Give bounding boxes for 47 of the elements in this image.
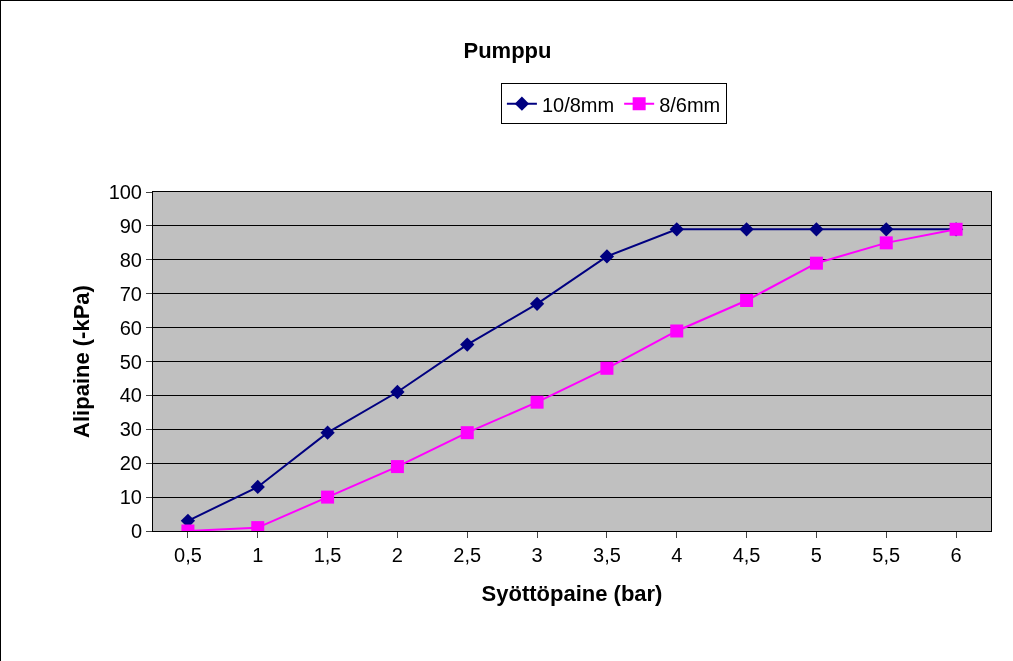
x-tick-label: 2 <box>391 544 403 566</box>
point <box>670 324 684 338</box>
point <box>250 479 265 495</box>
point <box>669 222 684 237</box>
point <box>321 490 335 504</box>
y-tick-label: 10 <box>119 486 142 509</box>
point <box>460 426 474 440</box>
point <box>599 249 615 264</box>
point <box>879 222 894 237</box>
y-tick-label: 20 <box>119 452 142 475</box>
x-tick-label: 5 <box>810 544 822 566</box>
y-tick-label: 40 <box>119 384 142 407</box>
x-axis-title: Syöttöpaine (bar) <box>481 580 663 606</box>
point <box>879 236 893 250</box>
y-tick-label: 30 <box>119 418 142 441</box>
point <box>390 384 405 400</box>
chart-title: Pumppu <box>463 38 552 64</box>
y-axis-title: Alipaine (-kPa) <box>69 285 95 438</box>
y-tick-label: 0 <box>130 520 142 542</box>
x-tick-label: 4 <box>671 544 683 566</box>
point <box>809 222 824 237</box>
y-tick-label: 100 <box>108 181 142 203</box>
point <box>740 293 754 307</box>
point <box>809 256 823 270</box>
legend-label: 10/8mm <box>541 93 615 116</box>
y-tick-label: 60 <box>119 316 142 339</box>
point <box>320 425 335 440</box>
legend-label: 8/6mm <box>659 93 721 116</box>
y-tick-label: 70 <box>119 282 142 305</box>
x-tick-label: 4,5 <box>732 544 761 566</box>
x-tick-label: 3,5 <box>593 544 621 566</box>
y-tick-label: 80 <box>119 248 142 271</box>
x-tick-label: 6 <box>950 544 962 566</box>
point <box>530 395 544 409</box>
x-tick-label: 5,5 <box>872 544 901 566</box>
point <box>600 361 614 375</box>
x-tick-label: 3 <box>531 544 543 566</box>
point <box>460 337 475 352</box>
x-tick-label: 1 <box>252 544 264 566</box>
y-tick-label: 90 <box>119 214 142 237</box>
x-tick-label: 0,5 <box>174 544 202 566</box>
y-tick-label: 50 <box>119 350 142 373</box>
point <box>390 460 404 474</box>
x-tick-label: 1,5 <box>313 544 342 566</box>
point <box>739 222 754 237</box>
x-tick-label: 2,5 <box>453 544 482 566</box>
point <box>529 296 545 312</box>
